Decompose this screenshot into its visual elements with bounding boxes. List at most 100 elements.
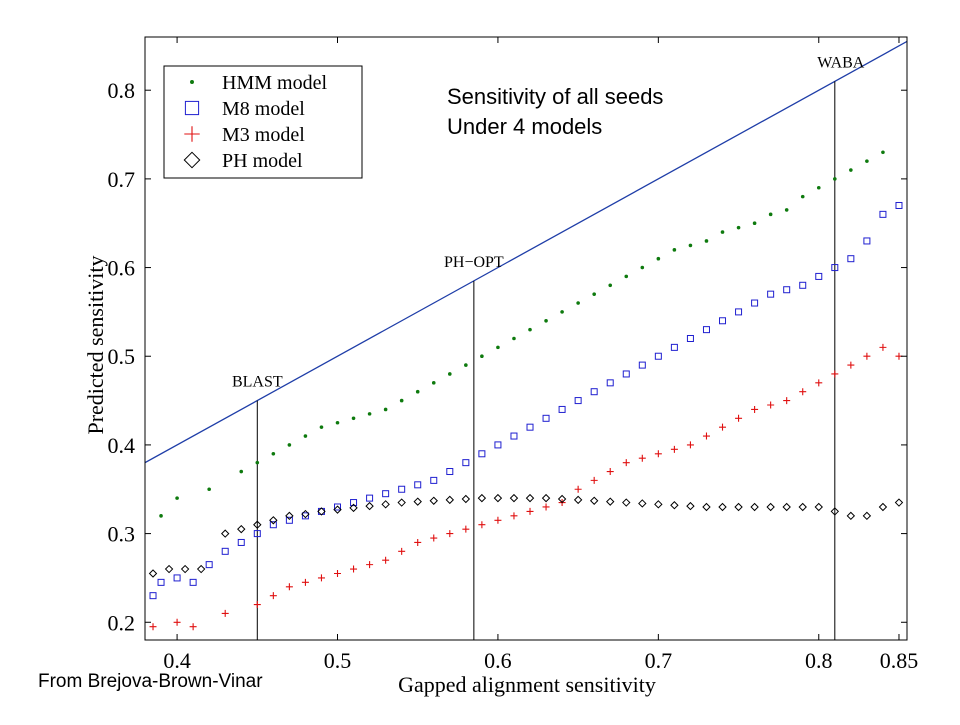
- data-point: [496, 345, 500, 350]
- data-point: [862, 511, 872, 521]
- legend-item: PH model: [183, 150, 303, 172]
- data-point: [606, 468, 614, 476]
- data-point: [335, 420, 340, 425]
- x-tick-label: 0.8: [805, 648, 833, 673]
- annotation-label-waba: WABA: [817, 54, 865, 71]
- data-point: [719, 317, 727, 325]
- data-point: [574, 397, 582, 405]
- data-point: [349, 503, 358, 513]
- data-point: [189, 623, 197, 631]
- data-point: [542, 503, 550, 511]
- data-point: [301, 509, 310, 519]
- data-point: [253, 530, 261, 538]
- data-point: [544, 318, 548, 323]
- data-point: [799, 388, 807, 396]
- data-point: [164, 564, 174, 574]
- x-tick-label: 0.7: [645, 648, 673, 673]
- data-point: [879, 210, 887, 218]
- data-point: [415, 389, 420, 394]
- legend-item: HMM model: [190, 72, 327, 94]
- data-point: [800, 194, 805, 199]
- data-point: [560, 310, 564, 314]
- x-axis-label: Gapped alignment sensitivity: [398, 672, 656, 697]
- data-point: [847, 255, 855, 263]
- data-point: [702, 326, 710, 334]
- data-point: [221, 547, 229, 555]
- data-point: [237, 524, 246, 534]
- data-point: [719, 423, 727, 431]
- data-point: [285, 511, 294, 521]
- data-point: [702, 502, 711, 512]
- data-point: [881, 150, 885, 155]
- data-point: [798, 502, 807, 512]
- data-point: [382, 490, 390, 498]
- axes: 0.4 0.5 0.6 0.7 0.8 0.85 0.2 0.3 0.4 0.5 0.6 0.7 0.8: [108, 36, 918, 673]
- data-point: [767, 290, 775, 298]
- data-point: [303, 434, 308, 438]
- data-point: [398, 485, 406, 493]
- series-ph-model: [148, 493, 904, 578]
- data-point: [237, 538, 245, 546]
- data-point: [672, 248, 677, 252]
- data-point: [526, 423, 534, 431]
- data-point: [654, 450, 662, 458]
- data-point: [767, 401, 775, 409]
- data-point: [510, 512, 518, 520]
- data-point: [814, 502, 823, 512]
- data-point: [159, 514, 163, 518]
- data-point: [863, 352, 871, 360]
- annotation-text-line-1: Sensitivity of all seeds: [447, 84, 663, 109]
- data-point: [815, 379, 823, 387]
- data-point: [180, 564, 190, 574]
- y-tick-label: 0.2: [108, 610, 136, 635]
- data-point: [815, 272, 823, 280]
- data-point: [414, 481, 422, 489]
- legend-item: M8 model: [184, 98, 305, 120]
- data-point: [574, 485, 582, 493]
- data-point: [638, 454, 646, 462]
- legend-box: [163, 65, 363, 179]
- data-point: [173, 618, 181, 626]
- data-point: [606, 379, 614, 387]
- legend-marker: [184, 126, 200, 142]
- data-point: [464, 363, 468, 367]
- data-point: [686, 501, 695, 511]
- annotation-label-blast: BLAST: [232, 374, 283, 391]
- data-point: [462, 525, 470, 533]
- data-point: [157, 578, 165, 586]
- data-point: [494, 516, 502, 524]
- data-point: [317, 507, 326, 516]
- y-tick-label: 0.3: [108, 522, 136, 547]
- data-point: [879, 343, 887, 351]
- data-point: [512, 336, 516, 341]
- data-point: [285, 583, 293, 591]
- data-point: [175, 496, 179, 500]
- data-point: [287, 443, 292, 447]
- data-point: [735, 308, 743, 316]
- data-point: [149, 592, 157, 600]
- data-point: [269, 521, 277, 529]
- data-point: [382, 556, 390, 564]
- data-point: [221, 529, 230, 538]
- data-point: [414, 538, 422, 546]
- legend-marker: [183, 151, 201, 169]
- data-point: [478, 450, 486, 458]
- legend-label: M8 model: [222, 98, 305, 120]
- data-point: [431, 381, 436, 385]
- data-point: [509, 493, 519, 503]
- data-point: [782, 502, 791, 512]
- x-tick-label: 0.5: [324, 648, 352, 673]
- data-point: [830, 507, 840, 516]
- data-point: [317, 574, 325, 582]
- data-point: [350, 499, 358, 507]
- data-point: [865, 159, 869, 163]
- data-point: [704, 239, 709, 243]
- data-point: [606, 497, 615, 506]
- data-point: [589, 496, 599, 505]
- legend-item: M3 model: [184, 124, 305, 146]
- data-point: [494, 441, 502, 449]
- data-point: [720, 230, 725, 234]
- data-point: [670, 343, 678, 351]
- data-point: [895, 201, 903, 209]
